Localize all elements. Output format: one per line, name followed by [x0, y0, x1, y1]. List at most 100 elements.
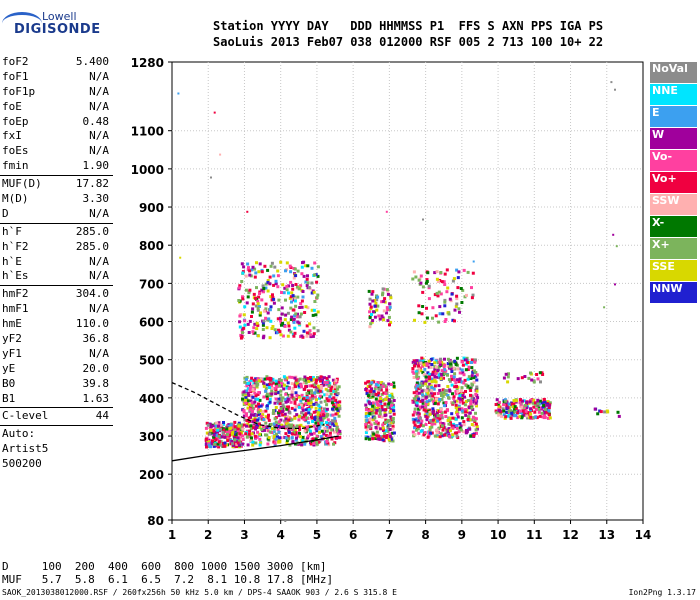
echo-point — [250, 436, 253, 440]
echo-point — [386, 308, 390, 311]
echo-point — [308, 429, 312, 433]
echo-point — [246, 381, 250, 385]
echo-point — [264, 421, 268, 425]
echo-point-stray — [219, 153, 222, 156]
echo-point — [279, 393, 283, 397]
echo-point-stray — [210, 176, 212, 179]
echo-point — [257, 410, 260, 414]
echo-point — [392, 384, 396, 388]
legend-item-x-: X+ — [650, 238, 697, 259]
echo-point — [454, 392, 458, 396]
echo-point — [437, 320, 441, 324]
echo-point — [290, 375, 294, 379]
echo-point — [390, 431, 394, 435]
echo-point — [458, 422, 462, 426]
echo-point — [421, 393, 424, 397]
echo-point — [390, 421, 394, 425]
echo-point — [462, 408, 466, 412]
echo-point — [327, 443, 331, 447]
echo-point — [425, 416, 429, 420]
echo-point — [368, 302, 372, 306]
echo-point — [429, 392, 433, 395]
echo-point — [319, 400, 323, 404]
echo-point — [388, 428, 392, 431]
echo-point — [437, 384, 441, 388]
echo-point — [368, 325, 372, 329]
echo-point — [421, 399, 425, 403]
echo-point — [392, 420, 395, 424]
echo-point — [261, 323, 265, 327]
echo-point — [268, 282, 272, 286]
echo-point — [469, 434, 473, 438]
echo-point — [334, 422, 338, 426]
echo-point — [318, 379, 322, 383]
echo-point — [451, 401, 455, 405]
echo-point — [261, 284, 265, 288]
echo-point — [373, 392, 377, 396]
echo-point — [616, 410, 620, 414]
echo-point — [469, 402, 473, 406]
echo-point — [294, 391, 298, 395]
y-tick-label: 500 — [139, 354, 164, 368]
echo-point — [411, 360, 415, 364]
echo-point — [325, 407, 329, 411]
echo-point — [414, 362, 417, 366]
echo-point — [286, 415, 290, 419]
echo-point — [310, 416, 314, 420]
echo-point — [323, 407, 326, 411]
echo-point — [288, 264, 292, 268]
echo-point — [417, 420, 421, 424]
echo-point — [279, 389, 283, 393]
footer-distance-row: D 100 200 400 600 800 1000 1500 3000 [km… — [2, 560, 327, 573]
echo-point — [285, 376, 289, 380]
echo-point — [388, 308, 391, 312]
echo-point — [471, 293, 475, 297]
echo-point — [391, 425, 395, 429]
echo-point — [258, 262, 262, 266]
echo-point — [476, 396, 480, 400]
echo-point — [299, 383, 303, 387]
echo-point — [545, 403, 549, 407]
echo-point — [433, 384, 437, 388]
echo-point — [268, 425, 272, 429]
echo-point — [315, 442, 319, 446]
echo-point — [216, 430, 219, 434]
param-row: foE N/A — [0, 100, 113, 115]
echo-point — [301, 408, 305, 412]
echo-point — [532, 416, 536, 420]
echo-point — [449, 362, 453, 366]
echo-point — [370, 387, 373, 391]
echo-point — [442, 365, 446, 369]
echo-point — [336, 411, 340, 415]
echo-point — [438, 398, 442, 401]
echo-point — [253, 331, 257, 335]
echo-point — [373, 304, 377, 308]
echo-point — [448, 359, 452, 363]
echo-point — [281, 410, 285, 413]
echo-point — [375, 298, 379, 302]
echo-point — [380, 300, 384, 304]
echo-point — [376, 295, 380, 299]
echo-point — [315, 398, 318, 402]
param-separator — [0, 425, 113, 427]
param-name: hmF2 — [2, 287, 29, 301]
echo-point — [296, 295, 300, 299]
echo-point — [231, 442, 234, 446]
echo-point — [210, 441, 214, 445]
echo-point — [364, 423, 368, 426]
echo-point — [381, 287, 385, 291]
echo-point — [262, 287, 266, 290]
echo-point — [264, 387, 268, 390]
echo-point — [238, 426, 242, 430]
echo-point — [234, 433, 238, 437]
echo-point — [452, 396, 456, 400]
echo-point — [429, 431, 433, 435]
echo-point — [424, 382, 428, 386]
echo-point — [439, 372, 443, 376]
echo-point — [270, 261, 274, 265]
echo-point — [272, 427, 276, 431]
echo-point — [229, 442, 233, 446]
echo-point — [467, 375, 471, 379]
echo-point — [302, 274, 306, 278]
